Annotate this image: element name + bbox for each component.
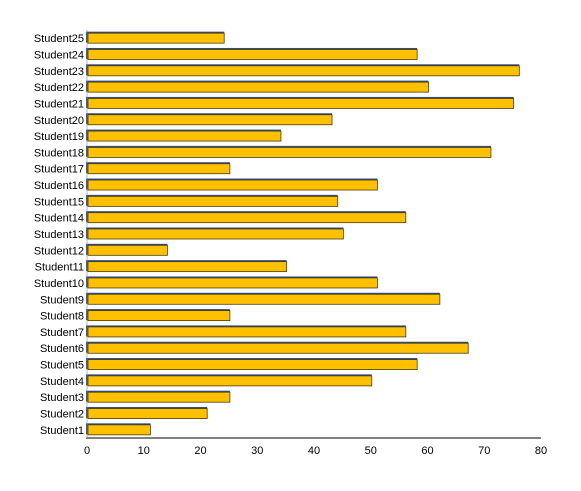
bar-student21 <box>86 96 515 109</box>
bar-student22 <box>86 80 429 93</box>
bar-student18 <box>86 145 492 158</box>
x-tick-label-30: 30 <box>251 445 263 457</box>
category-label-student18: Student18 <box>34 147 84 159</box>
x-tick-label-0: 0 <box>84 445 90 457</box>
category-label-student15: Student15 <box>34 196 84 208</box>
x-tick-label-50: 50 <box>365 445 377 457</box>
x-tick-label-80: 80 <box>535 445 547 457</box>
bar-fill <box>87 408 208 419</box>
bar-fill <box>87 375 373 387</box>
bar-student17 <box>86 162 231 175</box>
category-label-student24: Student24 <box>34 49 84 61</box>
x-tick-label-40: 40 <box>308 445 320 457</box>
bar-student23 <box>86 64 520 77</box>
category-label-student21: Student21 <box>34 98 84 110</box>
category-label-student19: Student19 <box>34 131 84 143</box>
bar-student15 <box>86 194 339 207</box>
category-label-student9: Student9 <box>40 294 84 306</box>
bar-fill <box>87 359 418 370</box>
bar-fill <box>87 130 282 142</box>
category-label-student8: Student8 <box>40 311 84 323</box>
x-tick-label-20: 20 <box>194 445 206 457</box>
bar-fill <box>87 81 429 93</box>
category-label-student6: Student6 <box>40 343 84 355</box>
bar-student16 <box>86 178 378 191</box>
bar-student3 <box>86 390 231 403</box>
bar-student4 <box>86 374 373 387</box>
bar-fill <box>87 32 225 44</box>
bar-fill <box>87 49 418 60</box>
bar-student20 <box>86 113 333 126</box>
category-label-student3: Student3 <box>40 392 84 404</box>
bar-student1 <box>86 423 151 436</box>
x-tick-label-10: 10 <box>138 445 150 457</box>
category-label-student2: Student2 <box>40 409 84 421</box>
category-label-student13: Student13 <box>34 229 84 241</box>
bar-fill <box>87 163 231 175</box>
bar-fill <box>87 342 469 354</box>
bar-student19 <box>86 129 282 142</box>
bar-student24 <box>86 47 418 60</box>
bar-student6 <box>86 341 469 354</box>
bar-student13 <box>86 227 344 240</box>
bar-student25 <box>86 31 225 44</box>
bar-fill <box>87 391 231 403</box>
bar-student9 <box>86 292 441 305</box>
category-label-student4: Student4 <box>40 376 84 388</box>
category-label-student11: Student11 <box>35 262 84 274</box>
bar-fill <box>87 98 515 109</box>
bar-student2 <box>86 407 208 419</box>
bar-fill <box>87 212 407 224</box>
bar-fill <box>87 65 520 77</box>
category-label-student25: Student25 <box>34 33 84 45</box>
bar-fill <box>87 179 378 191</box>
bar-fill <box>87 114 333 126</box>
bar-student11 <box>86 260 288 273</box>
bar-student10 <box>86 276 378 289</box>
bar-fill <box>87 310 231 322</box>
bar-fill <box>87 195 339 207</box>
bar-fill <box>87 261 288 273</box>
bar-fill <box>87 424 151 436</box>
bar-student12 <box>86 243 168 256</box>
category-label-student12: Student12 <box>34 245 84 257</box>
category-labels: Student1 Student2 Student3 Student4 Student5… <box>34 33 84 437</box>
x-tick-label-60: 60 <box>421 445 433 457</box>
category-label-student17: Student17 <box>34 164 84 176</box>
category-label-student7: Student7 <box>40 327 84 339</box>
category-label-student22: Student22 <box>34 82 84 94</box>
bar-fill <box>87 146 492 158</box>
bar-fill <box>87 293 441 305</box>
bar-fill <box>87 228 344 240</box>
bar-fill <box>87 326 407 338</box>
bar-student14 <box>86 211 407 224</box>
bar-student7 <box>86 325 407 338</box>
x-tick-label-70: 70 <box>478 445 490 457</box>
category-label-student10: Student10 <box>34 278 84 290</box>
category-label-student20: Student20 <box>34 115 84 127</box>
bar-fill <box>87 244 168 256</box>
bar-fill <box>87 277 378 289</box>
category-label-student23: Student23 <box>34 66 84 78</box>
bar-student5 <box>86 358 418 370</box>
bars-layer <box>86 31 520 436</box>
category-label-student1: Student1 <box>40 425 84 437</box>
category-label-student5: Student5 <box>40 360 84 372</box>
category-label-student16: Student16 <box>34 180 84 192</box>
x-axis-ticks: 0 10 20 30 40 50 60 70 80 <box>84 445 547 457</box>
bar-student8 <box>86 309 231 322</box>
category-label-student14: Student14 <box>34 213 84 225</box>
